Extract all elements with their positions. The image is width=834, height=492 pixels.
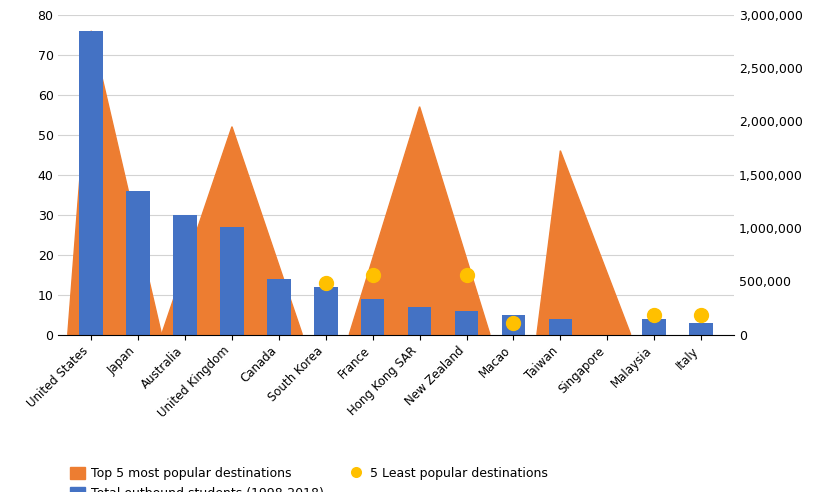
Bar	[549, 319, 572, 335]
Point	[507, 319, 520, 327]
Point	[460, 271, 473, 278]
Point	[695, 310, 708, 318]
Bar	[455, 310, 478, 335]
Point	[647, 310, 661, 318]
Polygon shape	[537, 151, 631, 335]
Bar	[220, 227, 244, 335]
Bar	[314, 286, 338, 335]
Point	[366, 271, 379, 278]
Polygon shape	[349, 107, 490, 335]
Bar	[361, 299, 384, 335]
Bar	[408, 307, 431, 335]
Polygon shape	[68, 31, 162, 335]
Bar	[173, 215, 197, 335]
Bar	[267, 278, 290, 335]
Legend: Top 5 most popular destinations, Total outbound students (1998-2018), 5 Least po: Top 5 most popular destinations, Total o…	[64, 462, 553, 492]
Polygon shape	[162, 126, 303, 335]
Bar	[690, 323, 713, 335]
Point	[319, 278, 333, 286]
Bar	[502, 314, 525, 335]
Bar	[79, 31, 103, 335]
Bar	[642, 319, 666, 335]
Bar	[127, 190, 150, 335]
